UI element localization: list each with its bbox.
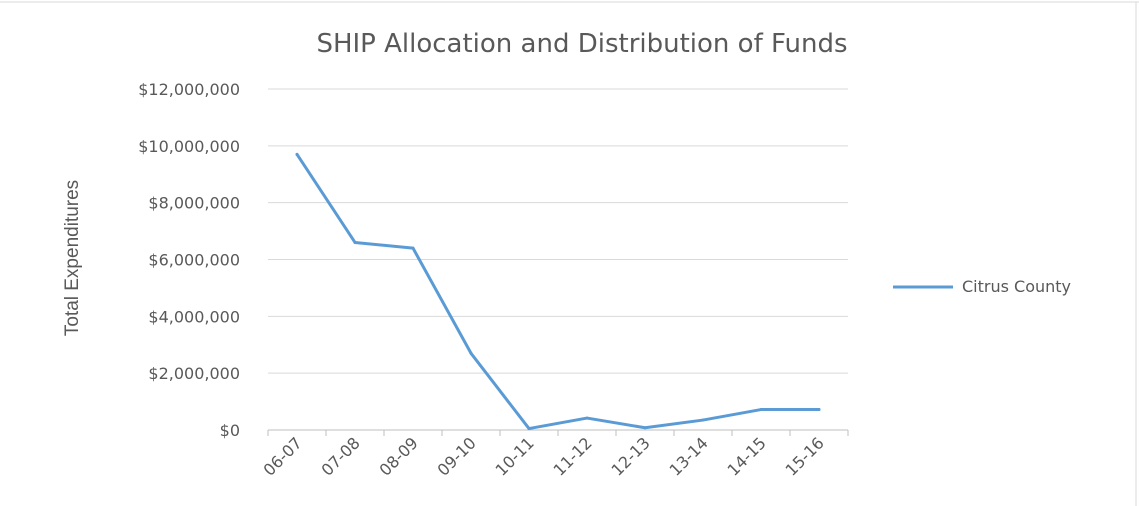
data-point: [759, 408, 763, 412]
legend-label-citrus-county: Citrus County: [962, 277, 1071, 296]
y-tick-label: $12,000,000: [138, 80, 240, 99]
data-point: [411, 246, 415, 250]
data-point: [643, 426, 647, 430]
x-tick-label: 15-16: [782, 433, 828, 479]
y-tick-label: $8,000,000: [148, 194, 240, 213]
x-tick-label: 11-12: [550, 433, 596, 479]
x-tick-label: 14-15: [724, 433, 770, 479]
data-point: [701, 418, 705, 422]
x-tick-label: 06-07: [260, 433, 306, 479]
y-axis-ticks: $0 $2,000,000 $4,000,000 $6,000,000 $8,000,0…: [138, 80, 240, 440]
x-axis-ticks: 06-07 07-08 08-09 09-10 10-11 11-12 12-13 13-14…: [260, 430, 849, 480]
series-line-citrus-county: [295, 152, 821, 431]
y-tick-label: $6,000,000: [148, 251, 240, 270]
y-tick-label: $10,000,000: [138, 137, 240, 156]
y-tick-label: $0: [220, 421, 240, 440]
x-tick-label: 07-08: [318, 433, 364, 479]
series-group: [295, 152, 821, 431]
data-point: [527, 427, 531, 431]
data-point: [353, 240, 357, 244]
data-point: [817, 408, 821, 412]
x-tick-label: 09-10: [434, 433, 480, 479]
x-tick-label: 08-09: [376, 433, 422, 479]
x-tick-label: 13-14: [666, 433, 712, 479]
y-tick-label: $4,000,000: [148, 307, 240, 326]
data-point: [469, 351, 473, 355]
legend[interactable]: Citrus County: [893, 277, 1071, 296]
grid-lines: [268, 88, 848, 431]
y-axis-label: Total Expenditures: [62, 180, 83, 336]
x-tick-label: 12-13: [608, 433, 654, 479]
data-point: [585, 416, 589, 420]
y-tick-label: $2,000,000: [148, 364, 240, 383]
x-tick-label: 10-11: [492, 433, 538, 479]
data-point: [295, 152, 299, 156]
chart-title: SHIP Allocation and Distribution of Fund…: [316, 29, 847, 59]
